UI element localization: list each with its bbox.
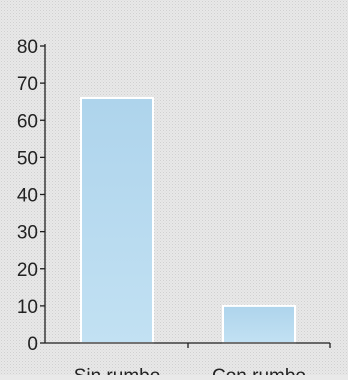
- x-category-label: Sin rumbo: [74, 366, 161, 375]
- y-tick-label: 10: [17, 297, 38, 318]
- x-category-labels: Sin rumbo Con rumbo: [74, 366, 306, 380]
- y-tick-label: 50: [17, 148, 38, 169]
- y-tick-label: 60: [17, 111, 38, 132]
- y-tick-label: 20: [17, 260, 38, 281]
- bars-layer: [80, 96, 296, 344]
- bar-0: [80, 96, 154, 344]
- y-tick-label: 40: [17, 186, 38, 207]
- bar-1: [222, 304, 296, 344]
- y-ticks: 0 10 20 30 40 50 60 70 80: [17, 37, 331, 355]
- y-tick-label: 70: [17, 74, 38, 95]
- y-tick-label: 0: [27, 334, 38, 355]
- x-category-label: Con rumbo: [212, 366, 306, 375]
- y-tick-label: 30: [17, 223, 38, 244]
- y-tick-label: 80: [17, 37, 38, 58]
